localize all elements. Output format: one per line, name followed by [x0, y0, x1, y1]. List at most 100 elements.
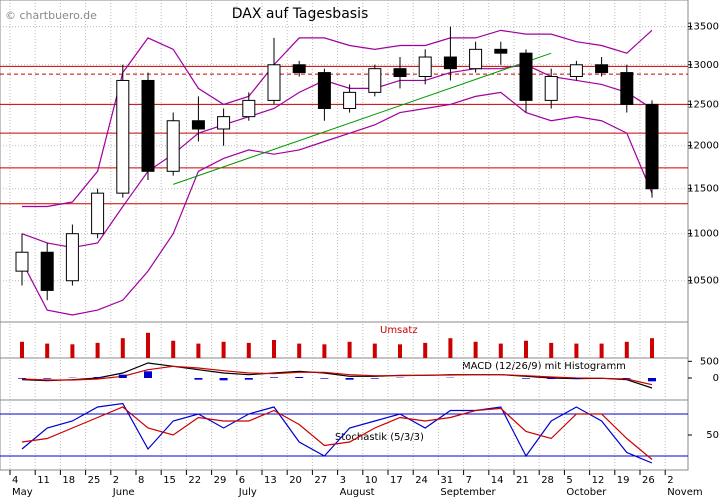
histogram-bar [194, 378, 203, 380]
volume-bar [70, 344, 75, 358]
histogram-bar [522, 378, 530, 379]
histogram-bar [345, 378, 354, 380]
volume-bar [599, 343, 604, 358]
candle-body [166, 120, 180, 172]
x-tick-label: 4 [12, 475, 18, 486]
volume-bar [524, 340, 528, 358]
candle-body [242, 99, 256, 118]
y-tick-label: 12500 [687, 99, 719, 110]
candle-body [317, 72, 331, 109]
x-tick-label: 3 [340, 475, 346, 486]
series-line [21, 362, 653, 389]
x-tick-label: 7 [466, 475, 472, 486]
y-tick-label: 13500 [687, 22, 719, 33]
chart-title: DAX auf Tagesbasis [232, 6, 369, 22]
candle-body [267, 64, 281, 101]
volume-bar [372, 343, 377, 358]
series-line [21, 406, 653, 460]
month-label: September [440, 487, 496, 498]
candle-body [645, 103, 659, 190]
volume-bar [347, 341, 352, 358]
month-label: October [566, 487, 607, 498]
candle-body [116, 79, 130, 194]
candle-body [595, 64, 609, 74]
volume-bar [498, 343, 503, 358]
volume-bar [297, 343, 302, 358]
candle-body [494, 48, 508, 54]
x-tick-label: 31 [440, 475, 453, 486]
watermark: © chartbuero.de [5, 9, 97, 22]
x-tick-label: 21 [516, 475, 529, 486]
series-line [21, 365, 653, 386]
plot-frame [0, 0, 689, 471]
candle-body [620, 72, 634, 105]
candle-body [469, 48, 483, 70]
candle-body [418, 56, 432, 78]
volume-bar [146, 332, 150, 358]
volume-bar [272, 340, 276, 358]
histogram-bar [622, 378, 631, 379]
candle-body [519, 52, 533, 101]
x-tick-label: 6 [239, 475, 245, 486]
x-tick-label: 8 [138, 475, 144, 486]
candle-body [191, 120, 205, 130]
histogram-bar [320, 378, 329, 379]
volume-bar [171, 340, 176, 358]
y-tick-label: 50 [706, 430, 719, 441]
volume-bar [423, 342, 428, 358]
series-line [21, 91, 653, 316]
panel-label: MACD (12/26/9) mit Histogramm [462, 361, 626, 372]
x-tick-label: 13 [264, 475, 277, 486]
x-tick-label: 2 [113, 475, 119, 486]
histogram-bar [18, 378, 26, 379]
candle-body [569, 64, 583, 78]
y-tick-label: 10500 [687, 276, 719, 287]
volume-bar [322, 344, 327, 358]
y-tick-label: 0 [713, 373, 719, 384]
panel-label: Umsatz [380, 325, 418, 336]
volume-bar [473, 341, 478, 358]
x-tick-label: 25 [88, 475, 101, 486]
x-tick-label: 22 [188, 475, 201, 486]
volume-bar [398, 344, 402, 358]
histogram-bar [144, 371, 152, 378]
candle-body [292, 64, 306, 74]
candle-body [544, 76, 558, 101]
volume-bar [549, 342, 554, 358]
x-tick-label: 2 [667, 475, 673, 486]
volume-bar [20, 341, 24, 358]
series-line [21, 64, 653, 249]
histogram-bar [219, 378, 228, 381]
x-tick-label: 19 [617, 475, 630, 486]
y-tick-label: 13000 [687, 60, 719, 71]
y-tick-label: 12000 [687, 141, 719, 152]
histogram-bar [572, 378, 581, 379]
histogram-bar [295, 377, 304, 378]
x-tick-label: 5 [566, 475, 572, 486]
y-tick-label: 11500 [687, 184, 719, 195]
month-label: August [340, 487, 375, 498]
volume-bar [246, 342, 251, 358]
x-tick-label: 10 [365, 475, 378, 486]
candle-body [368, 68, 382, 93]
month-label: Novem [667, 487, 702, 498]
x-tick-label: 12 [592, 475, 605, 486]
x-tick-label: 17 [390, 475, 403, 486]
candle-body [443, 56, 457, 70]
x-tick-label: 26 [642, 475, 655, 486]
histogram-bar [43, 378, 52, 379]
x-tick-label: 11 [37, 475, 50, 486]
trendline [173, 52, 552, 185]
candle-body [40, 251, 54, 291]
histogram-bar [270, 377, 278, 378]
candle-body [15, 251, 29, 272]
x-tick-label: 20 [289, 475, 302, 486]
histogram-bar [547, 378, 556, 379]
candle-body [217, 116, 231, 130]
volume-bar [196, 343, 201, 358]
x-tick-label: 27 [314, 475, 327, 486]
volume-bar [221, 341, 226, 358]
x-tick-label: 15 [163, 475, 176, 486]
volume-bar [448, 338, 453, 358]
candle-body [393, 68, 407, 78]
